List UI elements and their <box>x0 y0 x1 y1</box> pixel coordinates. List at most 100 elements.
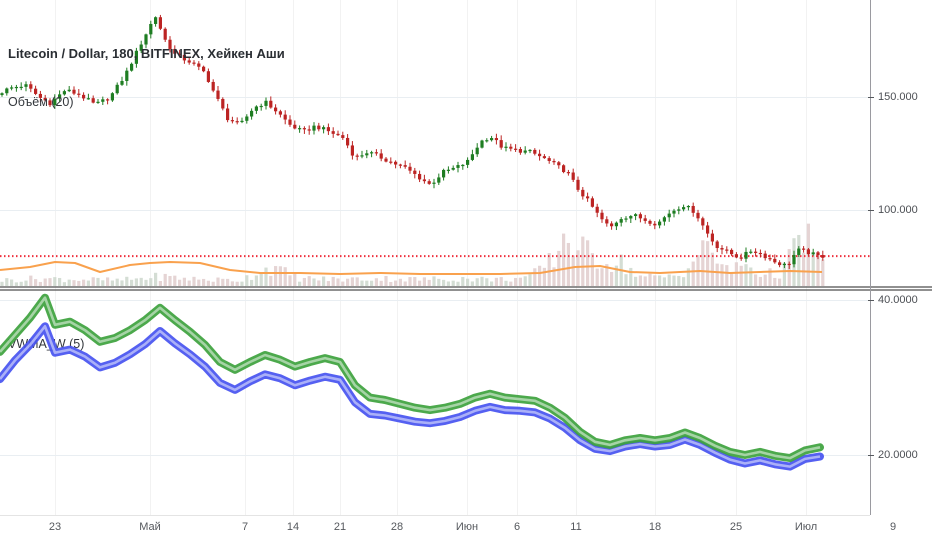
volume-bar <box>130 279 134 286</box>
candle-body <box>365 153 369 156</box>
indicator-band-blue <box>0 322 824 471</box>
volume-bar <box>518 277 522 286</box>
candle-body <box>235 121 239 123</box>
candle-body <box>312 125 316 131</box>
volume-bar <box>154 272 158 286</box>
volume-bar <box>211 281 215 286</box>
candle-body <box>571 172 575 180</box>
candle-body <box>288 119 292 125</box>
indicator-band-green <box>0 293 824 463</box>
volume-bar <box>216 277 220 286</box>
candle-body <box>624 218 628 220</box>
candle-body <box>283 114 287 120</box>
volume-bar <box>485 278 489 286</box>
symbol-title[interactable]: Litecoin / Dollar, 180, BITFINEX, Хейкен… <box>8 46 285 61</box>
candle-body <box>710 233 714 242</box>
volume-bar <box>514 277 518 286</box>
candle-body <box>720 248 724 250</box>
candle-body <box>187 60 191 63</box>
candle-body <box>528 149 532 152</box>
candle-body <box>77 93 81 95</box>
candle-body <box>446 169 450 171</box>
candle-body <box>158 17 162 29</box>
candle-body <box>144 34 148 45</box>
volume-bar <box>250 279 254 286</box>
volume-bar <box>442 279 446 286</box>
candle-body <box>216 90 220 99</box>
candle-body <box>384 158 388 162</box>
candle-body <box>293 124 297 129</box>
volume-bar <box>614 265 618 286</box>
volume-bar <box>763 274 767 286</box>
volume-bar <box>466 278 470 286</box>
candle-body <box>19 86 23 89</box>
volume-bar <box>178 279 182 286</box>
volume-bar <box>322 276 326 286</box>
volume-bar <box>336 278 340 286</box>
volume-bar <box>475 278 479 286</box>
volume-bar <box>168 276 172 286</box>
candle-body <box>682 207 686 210</box>
volume-bar <box>29 275 33 286</box>
volume-bar <box>331 276 335 286</box>
volume-bar <box>653 275 657 286</box>
candle-body <box>691 205 695 213</box>
volume-bar <box>398 278 402 286</box>
candle-body <box>744 251 748 259</box>
candle-body <box>658 221 662 226</box>
candle-body <box>206 71 210 82</box>
candle-body <box>250 110 254 117</box>
candle-body <box>696 212 700 219</box>
volume-bar <box>202 278 206 286</box>
volume-bar <box>581 236 585 286</box>
candle-body <box>245 116 249 121</box>
volume-bar <box>62 282 66 286</box>
candle-body <box>634 214 638 217</box>
candle-body <box>230 120 234 122</box>
candle-body <box>514 148 518 150</box>
candle-body <box>120 80 124 85</box>
candle-body <box>38 93 42 98</box>
volume-bar <box>235 281 239 286</box>
candle-body <box>0 93 4 95</box>
volume-bar <box>701 240 705 286</box>
candle-body <box>274 107 278 112</box>
volume-bar <box>82 279 86 286</box>
volume-bar <box>360 280 364 286</box>
volume-bar <box>24 280 28 286</box>
volume-bar <box>667 274 671 286</box>
volume-bar <box>230 281 234 286</box>
candle-body <box>254 106 258 111</box>
candle-body <box>509 146 513 149</box>
candle-body <box>350 145 354 156</box>
volume-bar <box>149 278 153 286</box>
candle-body <box>269 100 273 108</box>
candle-body <box>499 140 503 148</box>
candle-body <box>437 177 441 183</box>
volume-bar <box>528 274 532 286</box>
candle-body <box>24 84 28 87</box>
volume-bar <box>53 277 57 286</box>
candle-body <box>168 39 172 49</box>
candle-body <box>413 170 417 174</box>
candle-body <box>427 181 431 184</box>
candle-body <box>34 88 38 94</box>
volume-bar <box>374 278 378 286</box>
volume-bar <box>542 267 546 286</box>
candle-body <box>394 161 398 165</box>
volume-legend[interactable]: Объём (20) <box>8 95 74 109</box>
volume-bar <box>504 280 508 286</box>
volume-bar <box>379 280 383 286</box>
volume-bar <box>610 271 614 286</box>
candle-body <box>178 53 182 55</box>
candle-body <box>581 189 585 197</box>
volume-bar <box>418 280 422 286</box>
candle-body <box>336 133 340 136</box>
candle-body <box>259 105 263 108</box>
volume-bar <box>480 276 484 286</box>
candle-body <box>106 99 110 101</box>
volume-bar <box>533 268 537 286</box>
volume-bar <box>192 276 196 286</box>
